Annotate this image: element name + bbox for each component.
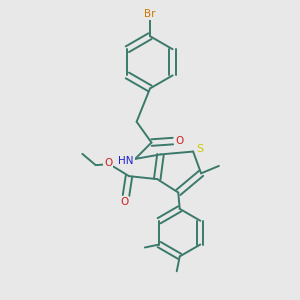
Text: S: S bbox=[196, 144, 203, 154]
Text: O: O bbox=[104, 158, 112, 168]
Text: Br: Br bbox=[144, 10, 156, 20]
Text: O: O bbox=[120, 197, 129, 207]
Text: O: O bbox=[175, 136, 184, 146]
Text: HN: HN bbox=[118, 156, 134, 166]
